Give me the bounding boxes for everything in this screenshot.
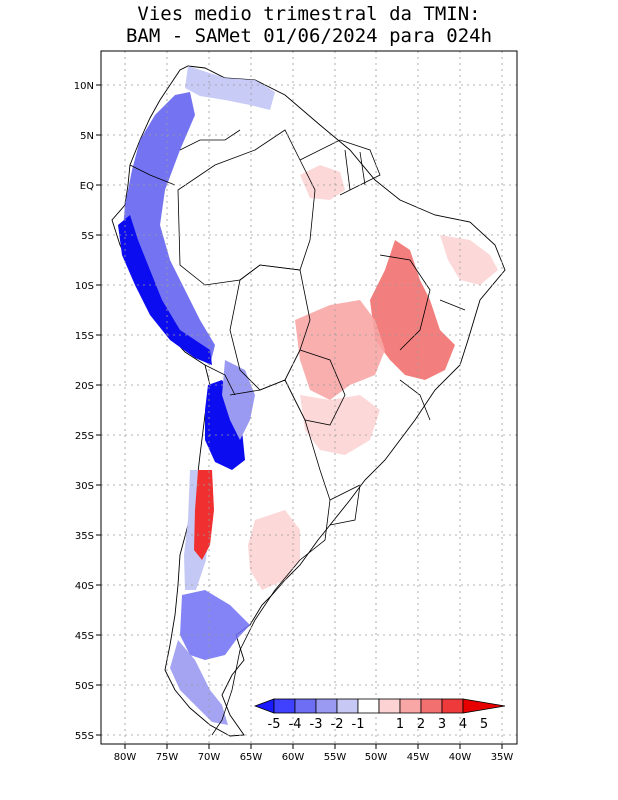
lat-label: 10S bbox=[75, 281, 94, 292]
lon-label: 60W bbox=[282, 752, 305, 763]
colorbar-swatch bbox=[399, 698, 422, 714]
lat-label: 45S bbox=[75, 631, 94, 642]
colorbar-label: 4 bbox=[459, 717, 467, 732]
lat-label: 15S bbox=[75, 331, 94, 342]
negative-bias-patagonia bbox=[180, 590, 250, 660]
map-title-line-1: Vies medio trimestral da TMIN: bbox=[137, 3, 481, 25]
negative-bias-caribbean bbox=[185, 66, 275, 110]
colorbar-label: -5 bbox=[268, 717, 281, 732]
colorbar-swatch bbox=[294, 698, 317, 714]
lat-label: 30S bbox=[75, 481, 94, 492]
positive-bias-northeast bbox=[440, 235, 498, 285]
lon-label: 35W bbox=[491, 752, 514, 763]
negative-bias-andes-north bbox=[122, 92, 215, 365]
lat-label: 35S bbox=[75, 531, 94, 542]
lon-label: 45W bbox=[407, 752, 430, 763]
negative-bias-central-andes bbox=[222, 360, 255, 440]
positive-bias-brazil-center bbox=[295, 300, 385, 400]
lat-label: 5N bbox=[80, 131, 94, 142]
colorbar-label: -2 bbox=[331, 717, 344, 732]
colorbar-swatch bbox=[273, 698, 296, 714]
lon-label: 80W bbox=[114, 752, 137, 763]
colorbar-arrow-right bbox=[462, 698, 506, 714]
colorbar-swatch bbox=[315, 698, 338, 714]
colorbar-swatch bbox=[420, 698, 443, 714]
axis-ticks bbox=[96, 84, 503, 749]
lon-label: 65W bbox=[240, 752, 263, 763]
colorbar-label: -4 bbox=[289, 717, 302, 732]
colorbar-label: 3 bbox=[438, 717, 446, 732]
colorbar-label: 2 bbox=[417, 717, 425, 732]
colorbar-label: 1 bbox=[396, 717, 404, 732]
colorbar-label: -1 bbox=[352, 717, 365, 732]
negative-bias-pacific-coast bbox=[118, 215, 212, 365]
country-borders bbox=[129, 129, 466, 736]
negative-bias-southern-andes bbox=[170, 640, 228, 725]
colorbar-label: -3 bbox=[310, 717, 323, 732]
colorbar-swatch bbox=[336, 698, 359, 714]
colorbar-swatch bbox=[378, 698, 401, 714]
lat-label: 50S bbox=[75, 681, 94, 692]
colorbar: -5 -4 -3 -2 -1 1 2 3 4 5 bbox=[253, 698, 506, 732]
positive-bias-argentina bbox=[248, 510, 300, 590]
lon-label: 70W bbox=[198, 752, 221, 763]
colorbar-swatch bbox=[441, 698, 464, 714]
lat-label: 5S bbox=[81, 231, 94, 242]
lat-label: EQ bbox=[80, 181, 94, 192]
lat-label: 55S bbox=[75, 731, 94, 742]
lat-label: 20S bbox=[75, 381, 94, 392]
colorbar-swatch bbox=[357, 698, 380, 714]
positive-bias-brazil-south bbox=[300, 395, 380, 455]
lon-label: 40W bbox=[449, 752, 472, 763]
lat-label: 10N bbox=[74, 81, 94, 92]
lat-label: 25S bbox=[75, 431, 94, 442]
graticule bbox=[101, 51, 517, 744]
positive-bias-guianas bbox=[300, 165, 345, 200]
positive-bias-brazil-plateau bbox=[370, 240, 455, 380]
lon-label: 50W bbox=[365, 752, 388, 763]
lon-label: 75W bbox=[156, 752, 179, 763]
colorbar-label: 5 bbox=[480, 717, 488, 732]
lat-label: 40S bbox=[75, 581, 94, 592]
lon-label: 55W bbox=[324, 752, 347, 763]
map-title-line-2: BAM - SAMet 01/06/2024 para 024h bbox=[125, 25, 493, 47]
